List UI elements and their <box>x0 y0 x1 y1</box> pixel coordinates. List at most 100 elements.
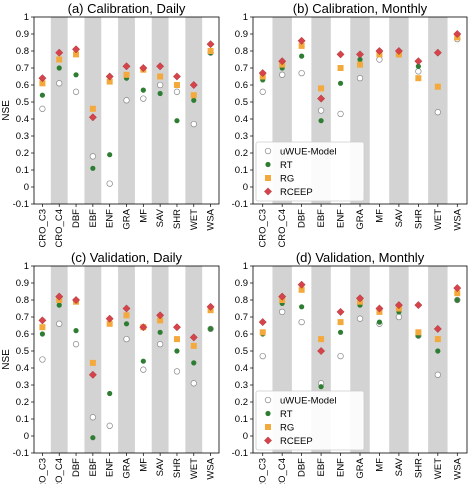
panel-d-band <box>428 266 448 453</box>
panel-d-rg-point <box>318 336 325 343</box>
panel-a-rceep-point <box>156 62 165 71</box>
panel-a-rceep-point <box>72 45 81 54</box>
panel-a-rg-point <box>207 48 214 54</box>
panel-b-legend-rg-point <box>265 175 271 181</box>
panel-d-y-tick-label: 0.7 <box>235 312 248 323</box>
panel-d-x-tick-label: MF <box>374 458 385 472</box>
panel-b-rceep-point <box>317 94 326 103</box>
panel-c-rt-point <box>140 358 146 364</box>
panel-a-y-tick-label: 0.9 <box>16 29 29 40</box>
panel-d-uwue-point <box>337 352 344 360</box>
panel-b-legend-uwue-point <box>264 147 272 155</box>
panel-c-rceep-point <box>38 316 47 325</box>
panel-c-rg-point <box>89 359 96 366</box>
panel-a-rt-point <box>157 90 163 97</box>
panel-c-x-tick-label: CRO_C4 <box>54 458 65 484</box>
panel-c-x-tick-label: DBF <box>71 458 82 477</box>
panel-c-rceep-point <box>172 323 181 332</box>
panel-c-x-tick-label: SAV <box>155 457 166 476</box>
panel-d-y-tick-label: 0.1 <box>235 414 248 425</box>
panel-b-rg-point <box>318 85 325 92</box>
panel-d-uwue-point <box>395 313 403 321</box>
panel-a-x-tick-label: EBF <box>88 209 99 228</box>
panel-a-uwue-point <box>123 97 130 104</box>
panel-d-legend-rceep-point <box>264 436 272 445</box>
panel-b-y-tick-label: -0.1 <box>232 199 248 210</box>
panel-b-x-tick-label: SHR <box>413 209 424 229</box>
panel-b-rceep-point <box>394 47 403 55</box>
panel-a-rceep-point <box>55 48 64 57</box>
panel-d-uwue-point <box>434 371 441 378</box>
panel-b-y-tick-label: 0 <box>243 182 248 193</box>
panel-a-y-tick-label: 0.6 <box>16 80 29 91</box>
panel-c-rt-point <box>73 328 79 334</box>
panel-b-x-tick-label: ENF <box>336 209 347 228</box>
panel-a-band <box>151 17 169 204</box>
panel-d-legend-label: RCEEP <box>280 436 313 447</box>
panel-c-rg-point <box>39 324 46 331</box>
panel-d-rceep-point <box>375 304 384 313</box>
panel-b-y-tick-label: 1 <box>243 12 248 23</box>
panel-c-x-tick-label: SHR <box>172 458 183 478</box>
panel-b-rceep-point <box>336 50 345 59</box>
panel-c-uwue-point <box>156 341 164 348</box>
panel-c-uwue-point <box>106 422 113 429</box>
panel-d-rg-point <box>415 329 422 336</box>
panel-a-rt-point <box>191 97 197 103</box>
panel-b-rg-point <box>298 42 305 49</box>
panel-b-legend-rceep-point <box>264 187 272 196</box>
panel-c: (c) Validation, Daily NSE -0.1 0 0.1 0.2 0.3 0.… <box>1 250 220 484</box>
panel-d-x-tick-label: DBF <box>297 458 308 477</box>
panel-a-y-tick-label: 0.3 <box>16 131 29 142</box>
panel-d-rceep-point <box>433 324 442 333</box>
panel-d-x-tick-label: CRO_C3 <box>258 458 269 484</box>
legend-box <box>255 141 365 202</box>
panel-a-y-tick-label: 0.8 <box>16 46 29 57</box>
panel-d-rt-point <box>337 329 344 335</box>
panel-a-x-tick-label: DBF <box>71 209 82 228</box>
panel-a-rg-point <box>157 73 164 80</box>
panel-b-rt-point <box>318 118 324 124</box>
panel-c-uwue-point <box>173 368 181 375</box>
panel-c-uwue-point <box>39 356 46 363</box>
panel-d-rceep-point <box>453 284 462 293</box>
panel-c-y-axis-label: NSE <box>1 349 12 370</box>
panel-c-y-tick-label: 0.9 <box>16 278 29 289</box>
panel-d-legend-label: uWUE-Model <box>280 395 337 406</box>
panel-b-x-tick-label: CRO_C3 <box>258 209 269 248</box>
panel-b-y-tick-label: 0.8 <box>235 46 248 57</box>
panel-a-rg-point <box>56 56 63 63</box>
panel-a-band <box>50 17 68 204</box>
panel-d-x-tick-label: GRA <box>355 457 366 478</box>
panel-d-y-tick-label: 0.4 <box>235 363 248 374</box>
panel-b-x-tick-label: GRA <box>355 208 366 229</box>
panel-c-y-tick-label: 0.7 <box>16 312 29 323</box>
panel-d-rg-point <box>259 329 266 336</box>
panel-d-rt-point <box>299 304 305 310</box>
panel-d: (d) Validation, Monthly -0.1 0 0.1 0.2 0.3 0.4… <box>232 250 468 484</box>
panel-b-legend-label: uWUE-Model <box>280 146 337 157</box>
panel-c-y-tick-label: 0.4 <box>16 363 29 374</box>
panel-a-rceep-point <box>38 74 47 83</box>
panel-d-rceep-point <box>317 347 326 355</box>
panel-a-y-tick-label: 0.4 <box>16 114 29 125</box>
panel-c-rceep-point <box>72 296 81 304</box>
panel-d-rceep-point <box>258 318 267 327</box>
panel-c-uwue-point <box>56 320 63 327</box>
panel-b-uwue-point <box>337 110 344 118</box>
panel-a-band <box>118 17 135 204</box>
panel-a-y-tick-label: 0.1 <box>16 165 29 176</box>
panel-b-rceep-point <box>375 47 384 55</box>
panel-b-x-tick-label: SAV <box>394 208 405 227</box>
panel-b-uwue-point <box>415 68 422 75</box>
panel-c-uwue-point <box>140 366 147 373</box>
panel-b-legend-label: RCEEP <box>280 187 313 198</box>
panel-c-y-tick-label: -0.1 <box>13 448 29 459</box>
panel-a-x-tick-label: ENF <box>105 209 116 228</box>
panel-d-y-tick-label: 0.2 <box>235 397 248 408</box>
panel-d-legend: uWUE-Model RT RG RCEEP <box>255 390 365 451</box>
panel-c-y-tick-label: 1 <box>24 261 29 272</box>
panel-a-rt-point <box>107 152 113 158</box>
panel-a-uwue-point <box>72 88 80 95</box>
panel-d-rg-point <box>454 290 461 297</box>
